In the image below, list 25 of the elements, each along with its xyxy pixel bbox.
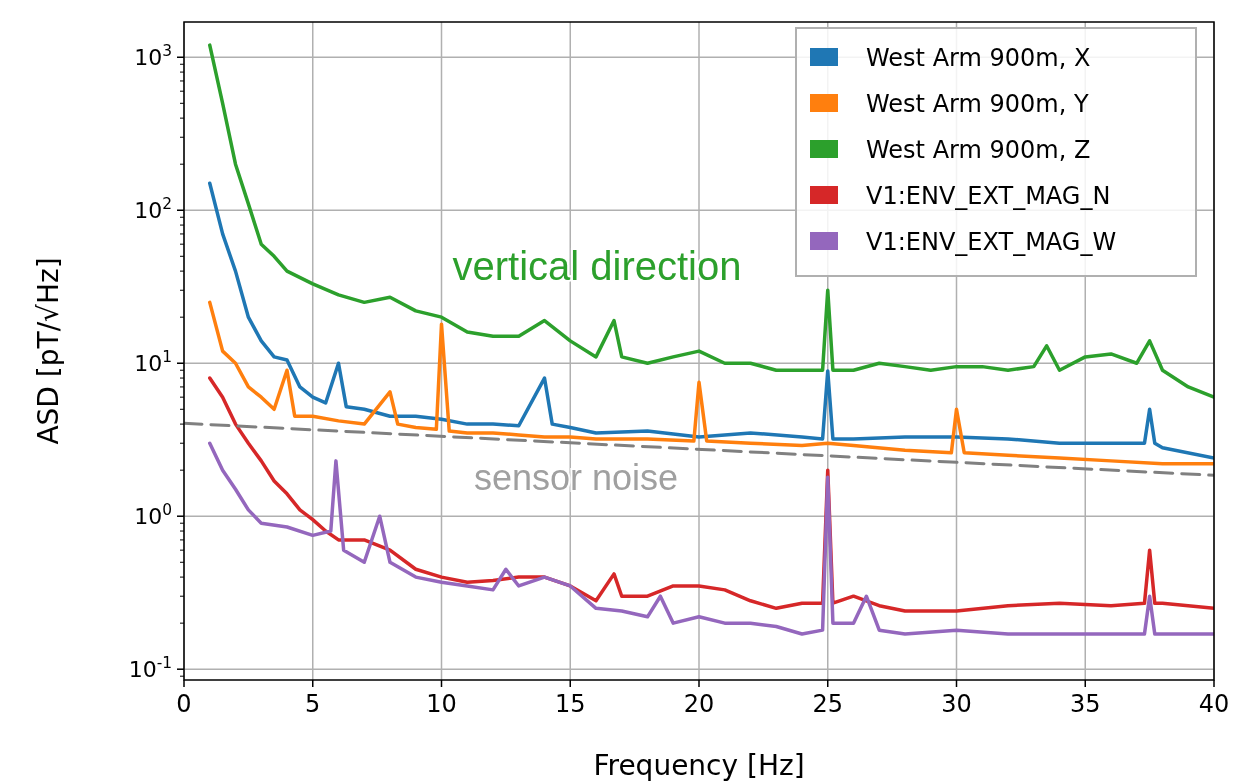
y-tick-label: 10$^{1}$ [134,348,172,377]
y-tick-label: 10$^{0}$ [134,501,172,530]
legend-label: West Arm 900m, X [866,44,1091,72]
line-series [208,441,1214,636]
y-tick-label: 10$^{2}$ [134,195,172,224]
legend-label: West Arm 900m, Z [866,136,1091,164]
x-axis-title: Frequency [Hz] [593,749,805,782]
x-tick-label: 25 [812,690,844,718]
x-tick-label: 5 [305,690,321,718]
x-tick-label: 0 [176,690,192,718]
x-tick-label: 10 [426,690,457,718]
line-series [208,181,1214,460]
x-tick-label: 20 [683,690,715,718]
y-axis-title: ASD [pT/√Hz] [32,257,65,445]
x-tick-label: 30 [941,690,972,718]
y-tick-label: 10$^{-1}$ [128,654,172,683]
x-tick-label: 15 [554,690,586,718]
annotation: vertical direction [452,244,742,288]
x-tick-label: 35 [1069,690,1101,718]
legend-label: West Arm 900m, Y [866,90,1089,118]
line-series [208,43,1214,399]
legend-label: V1:ENV_EXT_MAG_W [866,228,1117,256]
y-tick-label: 10$^{3}$ [134,42,172,71]
legend-label: V1:ENV_EXT_MAG_N [866,182,1111,210]
x-tick-label: 40 [1198,690,1230,718]
